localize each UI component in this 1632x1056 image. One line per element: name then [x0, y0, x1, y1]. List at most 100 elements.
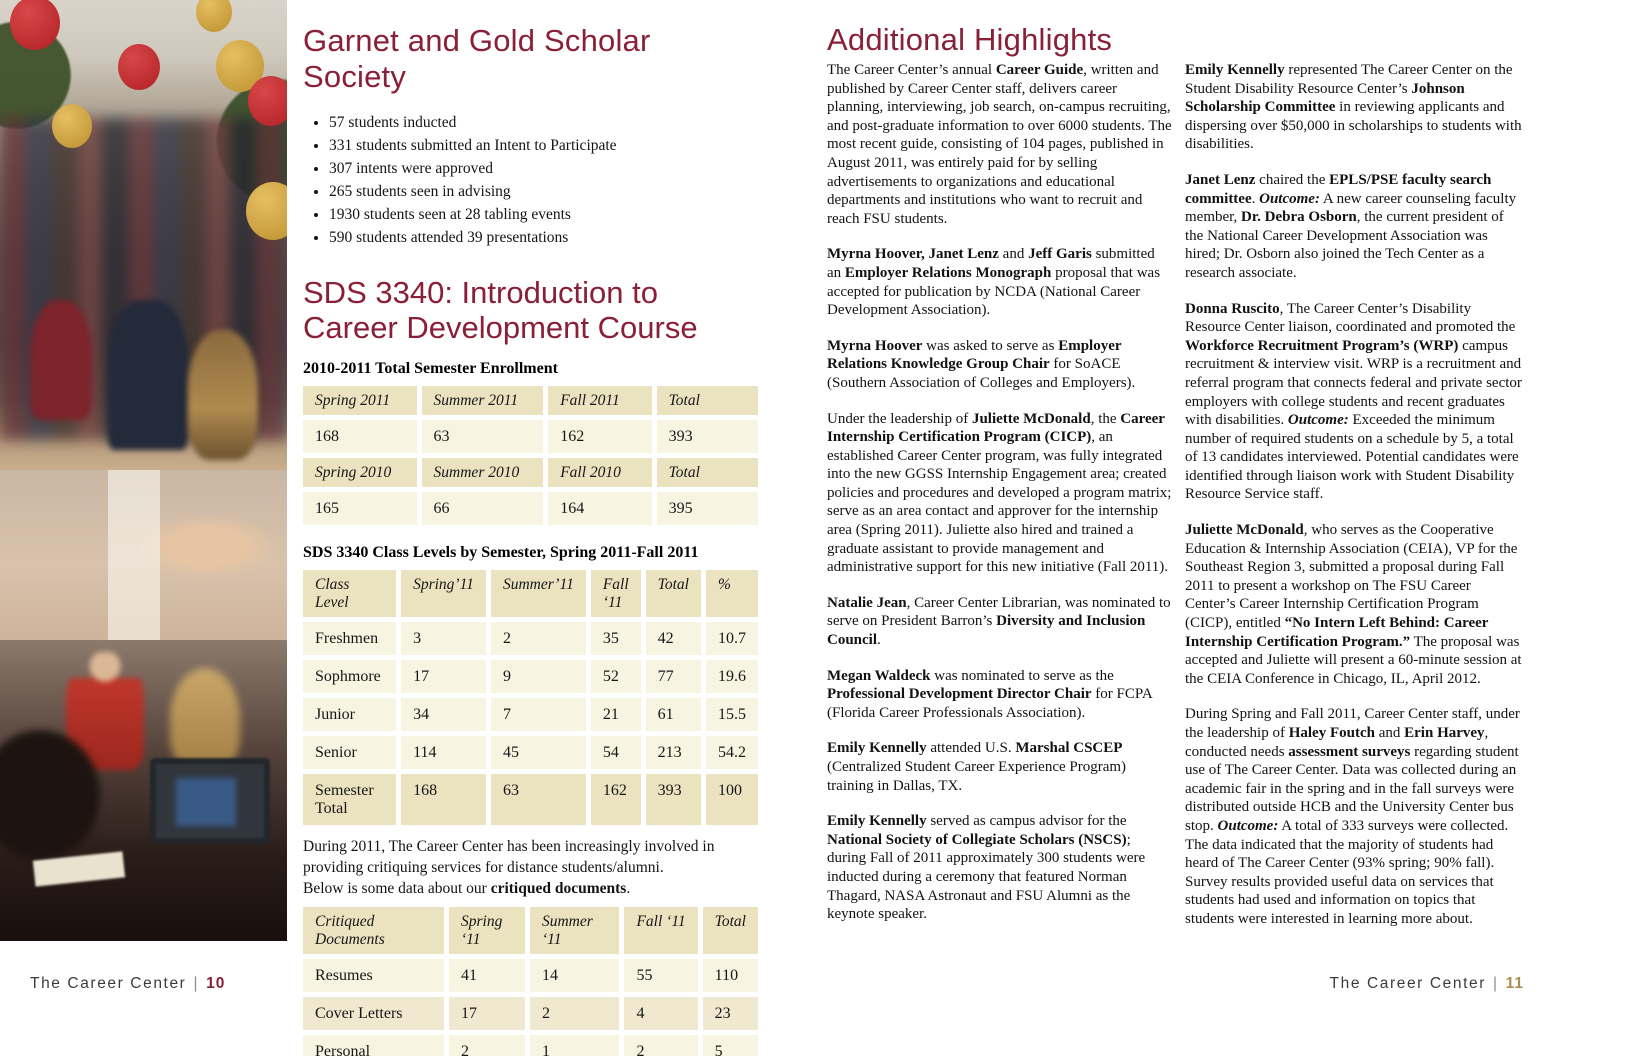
table-header-cell: Summer 2011 — [421, 386, 544, 415]
paragraph: The Career Center’s annual Career Guide,… — [827, 62, 1172, 227]
table-cell: 2 — [529, 997, 620, 1030]
laptop-screen-glow — [176, 778, 236, 826]
footer-left: The Career Center | 10 — [30, 975, 225, 993]
table-header-cell: Total — [645, 570, 701, 617]
page-number: 11 — [1505, 975, 1524, 992]
table-header-cell: Class Level — [303, 570, 397, 617]
table-cell: 164 — [548, 492, 652, 525]
table-cell: 110 — [702, 959, 758, 992]
table-cell: 10.7 — [705, 622, 758, 655]
table-cell: 77 — [645, 660, 701, 693]
paragraph: Below is some data about our critiqued d… — [303, 880, 631, 897]
table-cell: 165 — [303, 492, 417, 525]
table-cell: 42 — [645, 622, 701, 655]
paragraph: Emily Kennelly attended U.S. Marshal CSC… — [827, 740, 1127, 794]
table-cell: 21 — [590, 698, 641, 731]
table-cell: 2 — [490, 622, 586, 655]
table-header-cell: Summer 2010 — [421, 458, 544, 487]
table-cell: 7 — [490, 698, 586, 731]
table-header-cell: Spring 2010 — [303, 458, 417, 487]
footer-label: The Career Center — [1329, 975, 1486, 992]
table-cell: 5 — [702, 1035, 758, 1056]
table-cell: 54.2 — [705, 736, 758, 769]
paragraph: Emily Kennelly served as campus advisor … — [827, 813, 1146, 923]
balloon-red-icon — [248, 76, 287, 126]
table-cell: 393 — [645, 774, 701, 825]
bullet-item: 265 students seen in advising — [329, 180, 758, 203]
table-cell: 2 — [449, 1035, 525, 1056]
paragraph: Emily Kennelly represented The Career Ce… — [1185, 62, 1522, 153]
critiqued-documents-table: Critiqued Documents Spring ‘11 Summer ‘11 F… — [303, 907, 758, 1056]
highlights-column-1: The Career Center’s annual Career Guide,… — [827, 61, 1172, 941]
paragraph: Megan Waldeck was nominated to serve as … — [827, 667, 1152, 721]
paragraph: Juliette McDonald, who serves as the Coo… — [1185, 522, 1522, 687]
paragraph: Donna Ruscito, The Career Center’s Disab… — [1185, 300, 1522, 503]
enrollment-table-2011: Spring 2011 Summer 2011 Fall 2011 Total 168 6… — [303, 386, 758, 453]
table-cell: 168 — [401, 774, 486, 825]
paragraph: Under the leadership of Juliette McDonal… — [827, 410, 1172, 576]
table-header-cell: Critiqued Documents — [303, 907, 445, 954]
balloon-gold-icon — [52, 104, 92, 148]
table-cell: 63 — [421, 420, 544, 453]
paragraph: Janet Lenz chaired the EPLS/PSE faculty … — [1185, 171, 1517, 281]
table-header-cell: Total — [656, 458, 758, 487]
table-cell: 63 — [490, 774, 586, 825]
table-cell: Junior — [303, 698, 397, 731]
figure-garnet-shirt — [30, 300, 92, 420]
footer-separator: | — [1492, 975, 1499, 992]
table-cell: Resumes — [303, 959, 445, 992]
table-cell: Personal Statements — [303, 1035, 445, 1056]
table-header-cell: Summer ‘11 — [529, 907, 620, 954]
table-cell: 162 — [590, 774, 641, 825]
paragraph: Natalie Jean, Career Center Librarian, w… — [827, 594, 1171, 649]
table-cell: 35 — [590, 622, 641, 655]
section-title-garnet-gold: Garnet and Gold Scholar Society — [303, 23, 651, 94]
balloon-gold-icon — [196, 0, 232, 32]
section-title-sds3340: SDS 3340: Introduction to Career Develop… — [303, 275, 698, 345]
table-header-cell: Fall ‘11 — [624, 907, 698, 954]
paragraph: During 2011, The Career Center has been … — [303, 838, 715, 876]
table-header-cell: Spring’11 — [401, 570, 486, 617]
writing-photo — [0, 470, 287, 640]
footer-label: The Career Center — [30, 975, 187, 992]
paragraph: During Spring and Fall 2011, Career Cent… — [1185, 706, 1520, 927]
table-cell: 3 — [401, 622, 486, 655]
figure-suit — [108, 300, 188, 450]
table-header-cell: Fall 2011 — [548, 386, 652, 415]
figure-foreground — [0, 730, 100, 860]
highlights-column-2: Emily Kennelly represented The Career Ce… — [1185, 61, 1525, 946]
table-cell: 4 — [624, 997, 698, 1030]
enrollment-table-2010: Spring 2010 Summer 2010 Fall 2010 Total 165 6… — [303, 458, 758, 525]
section-title-additional-highlights: Additional Highlights — [827, 22, 1113, 57]
table-cell: 34 — [401, 698, 486, 731]
critique-note: During 2011, The Career Center has been … — [303, 836, 758, 899]
paragraph: Myrna Hoover was asked to serve as Emplo… — [827, 337, 1136, 391]
table-cell: 54 — [590, 736, 641, 769]
table-cell: 100 — [705, 774, 758, 825]
table-cell: 52 — [590, 660, 641, 693]
table-cell: 9 — [490, 660, 586, 693]
class-levels-table: Class Level Spring’11 Summer’11 Fall ‘11 Tot… — [303, 570, 758, 825]
table-cell: 15.5 — [705, 698, 758, 731]
table-header-cell: Spring ‘11 — [449, 907, 525, 954]
table-cell: Freshmen — [303, 622, 397, 655]
table-cell: 393 — [656, 420, 758, 453]
table-header-cell: Fall 2010 — [548, 458, 652, 487]
table-cell: 213 — [645, 736, 701, 769]
balloon-gold-icon — [246, 182, 287, 240]
table-header-cell: Summer’11 — [490, 570, 586, 617]
table-cell: 55 — [624, 959, 698, 992]
table-cell: 61 — [645, 698, 701, 731]
table-cell: 41 — [449, 959, 525, 992]
enrollment-table-caption: 2010-2011 Total Semester Enrollment — [303, 360, 558, 377]
table-cell: 45 — [490, 736, 586, 769]
table-cell: 168 — [303, 420, 417, 453]
table-header-cell: % — [705, 570, 758, 617]
table-cell: 19.6 — [705, 660, 758, 693]
paragraph: Myrna Hoover, Janet Lenz and Jeff Garis … — [827, 246, 1161, 319]
table-cell: 14 — [529, 959, 620, 992]
figure-gold-dress — [188, 330, 258, 460]
table-cell: 17 — [401, 660, 486, 693]
table-cell: 66 — [421, 492, 544, 525]
